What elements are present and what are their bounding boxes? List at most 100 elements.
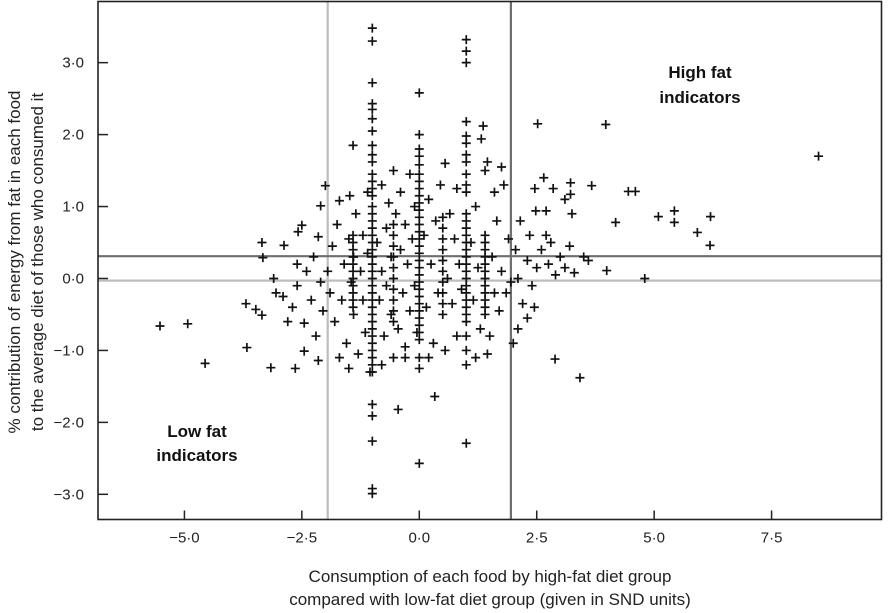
data-point — [367, 411, 377, 421]
data-point — [461, 317, 471, 327]
data-point — [424, 353, 434, 363]
data-point — [316, 277, 326, 287]
data-point — [287, 302, 297, 312]
data-point — [377, 266, 387, 276]
data-point — [388, 295, 398, 305]
data-point — [405, 306, 415, 316]
data-point — [372, 238, 382, 248]
x-axis-title-line1: Consumption of each food by high-fat die… — [309, 567, 672, 586]
annotation-high-fat-line1: High fat — [668, 63, 732, 82]
data-point — [257, 238, 267, 248]
data-point — [496, 266, 506, 276]
annotation-high-fat-line2: indicators — [659, 88, 740, 107]
data-point — [457, 284, 467, 294]
data-point — [566, 178, 576, 188]
data-point — [367, 126, 377, 136]
data-point — [478, 121, 488, 131]
data-point — [367, 78, 377, 88]
data-point — [525, 230, 535, 240]
data-point — [367, 157, 377, 167]
y-tick-label: 1·0 — [62, 199, 84, 216]
data-point — [200, 358, 210, 368]
data-point — [271, 288, 281, 298]
data-point — [345, 191, 355, 201]
data-point — [377, 360, 387, 370]
data-point — [419, 230, 429, 240]
data-point — [348, 230, 358, 240]
data-point — [567, 209, 577, 219]
y-tick-label: −2·0 — [54, 414, 84, 431]
data-point — [522, 256, 532, 265]
data-point — [476, 134, 486, 144]
data-point — [583, 256, 593, 265]
data-point — [292, 259, 302, 269]
data-point — [602, 266, 612, 276]
data-point — [504, 234, 514, 244]
data-point — [438, 245, 448, 255]
data-point — [565, 241, 575, 251]
data-point — [334, 196, 344, 206]
data-point — [480, 166, 490, 176]
data-point — [400, 220, 410, 230]
data-point — [311, 331, 321, 341]
reference-lines — [98, 1, 882, 520]
data-point — [452, 331, 462, 341]
data-point — [433, 288, 443, 298]
data-point — [279, 240, 289, 250]
data-point — [555, 252, 565, 262]
y-axis-title-line2: to the average diet of those who consume… — [28, 93, 47, 432]
data-point — [421, 302, 431, 312]
x-tick-label: 7·5 — [761, 530, 783, 547]
data-point — [283, 317, 293, 327]
data-point — [461, 360, 471, 370]
data-point — [155, 321, 165, 331]
data-point — [367, 36, 377, 46]
data-point — [391, 209, 401, 219]
data-point — [367, 23, 377, 33]
data-point — [353, 349, 363, 359]
data-point — [669, 206, 679, 216]
data-point — [461, 117, 471, 127]
data-point — [640, 273, 650, 283]
data-point — [356, 266, 366, 276]
data-point — [461, 169, 471, 179]
annotation-low-fat-line1: Low fat — [167, 422, 227, 441]
data-point — [475, 324, 485, 334]
data-point — [398, 288, 408, 298]
data-point — [508, 338, 518, 348]
data-point — [377, 180, 387, 190]
data-point — [400, 353, 410, 363]
data-point — [541, 206, 551, 216]
data-point — [414, 130, 424, 140]
data-point — [438, 299, 448, 309]
data-point — [527, 281, 537, 291]
data-point — [630, 186, 640, 196]
data-point — [499, 180, 509, 190]
data-point — [367, 191, 377, 201]
data-point — [344, 363, 354, 373]
data-point — [414, 353, 424, 363]
data-point — [442, 273, 452, 283]
data-point — [438, 223, 448, 233]
data-point — [461, 35, 471, 45]
data-point — [513, 324, 523, 334]
data-point — [414, 160, 424, 170]
data-point — [575, 373, 585, 383]
data-point — [461, 187, 471, 197]
data-point — [461, 438, 471, 448]
data-point — [541, 230, 551, 240]
data-point — [396, 187, 406, 197]
data-point — [278, 291, 288, 301]
data-point — [560, 194, 570, 204]
data-point — [706, 212, 716, 222]
data-point — [430, 391, 440, 401]
data-point — [183, 319, 193, 329]
data-point — [431, 216, 441, 226]
data-point — [530, 184, 540, 194]
x-tick-label: 5·0 — [643, 530, 665, 547]
data-point — [299, 346, 309, 356]
data-point — [471, 202, 481, 212]
data-point — [360, 327, 370, 337]
data-point — [269, 273, 279, 283]
y-tick-label: 3·0 — [62, 55, 84, 72]
